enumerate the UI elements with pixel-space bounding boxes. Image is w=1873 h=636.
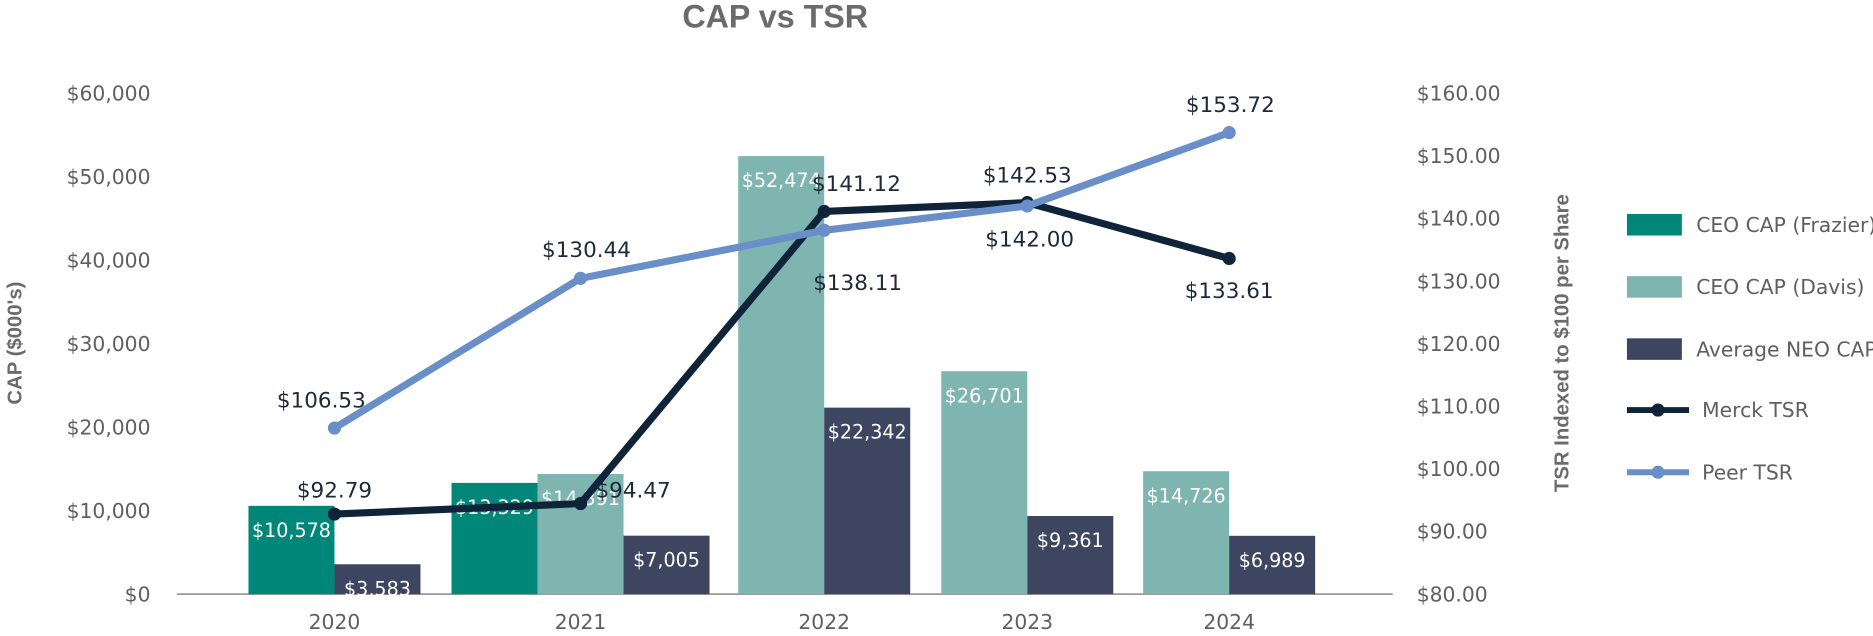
x-tick-label: 2021 <box>555 610 607 634</box>
tsr-marker <box>817 204 831 219</box>
legend-marker <box>1651 465 1665 479</box>
bar <box>623 535 710 595</box>
tsr-marker <box>327 507 342 521</box>
tsr-data-label: $153.72 <box>1186 93 1275 118</box>
legend-label: CEO CAP (Davis) <box>1696 275 1864 299</box>
legend-marker <box>1651 403 1665 417</box>
y-right-tick-label: $160.00 <box>1417 81 1501 105</box>
tsr-marker <box>327 421 342 435</box>
tsr-data-label: $138.11 <box>813 271 902 296</box>
bar-data-label: $26,701 <box>945 384 1024 407</box>
y-left-tick-label: $10,000 <box>67 499 151 523</box>
y-right-axis-title: TSR Indexed to $100 per Share <box>1551 194 1573 492</box>
bar-data-label: $9,361 <box>1037 529 1104 552</box>
bar-data-label: $6,989 <box>1239 549 1306 572</box>
tsr-marker <box>573 496 588 511</box>
tsr-data-label: $130.44 <box>542 238 631 263</box>
tsr-data-label: $94.47 <box>595 479 670 504</box>
lines-group: $92.79 $94.47 $141.12 $142.53 $133.61 $106.53… <box>277 93 1275 521</box>
bars-group: $10,578$3,583$13,329$14,391$7,005$52,474… <box>248 156 1316 600</box>
bar <box>824 407 911 595</box>
tsr-marker <box>817 223 831 237</box>
legend-label: Peer TSR <box>1702 460 1793 484</box>
y-right-tick-label: $100.00 <box>1417 457 1501 481</box>
legend-label: Average NEO CAP <box>1696 337 1873 361</box>
legend-swatch <box>1626 213 1682 236</box>
x-tick-label: 2020 <box>309 610 361 634</box>
y-right-tick-label: $110.00 <box>1417 394 1501 418</box>
legend: CEO CAP (Frazier) CEO CAP (Davis) Average … <box>1626 213 1873 484</box>
chart-title: CAP vs TSR <box>682 0 868 34</box>
x-tick-label: 2022 <box>798 610 850 634</box>
y-left-tick-label: $60,000 <box>67 81 151 105</box>
axes-group: $0 $10,000 $20,000 $30,000 $40,000 $50,000 $60… <box>5 81 1574 633</box>
bar-data-label: $14,726 <box>1147 484 1226 507</box>
tsr-data-label: $106.53 <box>277 389 366 414</box>
legend-swatch <box>1626 276 1682 298</box>
legend-label: Merck TSR <box>1702 398 1809 422</box>
bar <box>451 482 538 595</box>
legend-swatch <box>1626 338 1682 360</box>
y-right-tick-label: $80.00 <box>1417 582 1488 606</box>
y-right-tick-label: $150.00 <box>1417 144 1501 168</box>
tsr-data-label: $133.61 <box>1185 279 1274 304</box>
tsr-marker <box>573 271 588 285</box>
y-right-tick-label: $140.00 <box>1417 207 1501 231</box>
tsr-marker <box>1222 125 1236 140</box>
tsr-marker <box>1020 199 1034 213</box>
tsr-data-label: $142.00 <box>985 228 1074 253</box>
bar <box>1143 471 1230 595</box>
y-left-tick-label: $0 <box>125 582 151 606</box>
y-right-tick-label: $120.00 <box>1417 332 1501 356</box>
bar-data-label: $52,474 <box>742 169 821 192</box>
bar <box>248 505 335 595</box>
tsr-data-label: $141.12 <box>812 172 901 197</box>
tsr-data-label: $92.79 <box>297 478 372 503</box>
y-left-tick-label: $20,000 <box>67 415 151 439</box>
tsr-data-label: $142.53 <box>983 163 1072 188</box>
bar <box>941 371 1028 595</box>
y-left-tick-label: $50,000 <box>67 165 151 189</box>
tsr-marker <box>1222 251 1236 266</box>
y-right-tick-label: $90.00 <box>1417 520 1488 544</box>
bar-data-label: $7,005 <box>633 549 700 572</box>
bar-data-label: $22,342 <box>828 421 907 444</box>
bar <box>537 474 624 595</box>
y-left-tick-label: $30,000 <box>67 332 151 356</box>
bar <box>1027 516 1114 595</box>
bar <box>334 564 421 595</box>
y-right-tick-label: $130.00 <box>1417 269 1501 293</box>
x-tick-label: 2023 <box>1001 610 1053 634</box>
x-tick-label: 2024 <box>1203 610 1255 634</box>
bar <box>1229 535 1316 595</box>
y-left-tick-label: $40,000 <box>67 248 151 272</box>
bar-data-label: $3,583 <box>344 577 411 600</box>
legend-label: CEO CAP (Frazier) <box>1696 213 1873 237</box>
bar-data-label: $10,578 <box>252 519 331 542</box>
y-left-axis-title: CAP ($000's) <box>5 282 27 405</box>
